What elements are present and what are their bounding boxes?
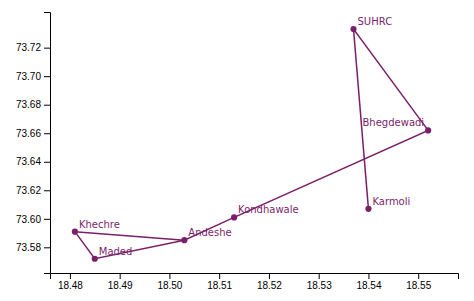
x-axis: 18.48 18.49 18.50 18.51 18.52 18.53 18.54 18.55 (51, 273, 459, 291)
tick-label: 73.68 (16, 99, 41, 110)
tick-mark (44, 219, 50, 220)
tick: 73.64 (16, 156, 50, 167)
tick: 73.68 (16, 99, 50, 110)
tick: 18.53 (307, 273, 332, 291)
tick-label: 18.55 (406, 280, 431, 291)
tick-label: 73.70 (16, 71, 41, 82)
tick: 18.50 (157, 273, 182, 291)
tick-label: 18.51 (207, 280, 232, 291)
tick-label: 18.54 (356, 280, 381, 291)
tick-mark (44, 48, 50, 49)
point-labels: Khechre Maded Andeshe Kondhawale SUHRC Karmol… (79, 16, 424, 257)
route-line (75, 29, 428, 259)
tick: 73.62 (16, 185, 50, 196)
point (92, 256, 98, 262)
tick-mark (44, 247, 50, 248)
tick-label: 73.72 (16, 42, 41, 53)
tick-mark (70, 273, 71, 279)
marks (72, 26, 431, 262)
tick-mark (368, 273, 369, 279)
tick-label: 73.60 (16, 214, 41, 225)
tick-mark (44, 133, 50, 134)
point (350, 26, 356, 32)
tick-label: 18.48 (58, 280, 83, 291)
tick: 18.55 (406, 273, 431, 291)
tick-mark (44, 190, 50, 191)
point (365, 206, 371, 212)
tick-mark (44, 76, 50, 77)
tick-label: 73.64 (16, 156, 41, 167)
point-label: SUHRC (358, 16, 393, 27)
tick: 73.70 (16, 71, 50, 82)
tick: 73.66 (16, 128, 50, 139)
tick-mark (319, 273, 320, 279)
axis-line (44, 13, 51, 274)
tick-mark (269, 273, 270, 279)
tick: 18.54 (356, 273, 381, 291)
tick-label: 73.58 (16, 242, 41, 253)
plot: 18.48 18.49 18.50 18.51 18.52 18.53 18.54 18.55… (16, 13, 459, 292)
point-label: Khechre (79, 219, 120, 230)
tick: 18.48 (58, 273, 83, 291)
tick-label: 18.50 (157, 280, 182, 291)
tick: 18.52 (257, 273, 282, 291)
point-label: Bhegdewadi (363, 117, 425, 128)
tick-mark (44, 105, 50, 106)
tick: 73.58 (16, 242, 50, 253)
tick-label: 18.49 (108, 280, 133, 291)
tick-mark (169, 273, 170, 279)
axis-line (51, 274, 459, 280)
tick: 73.72 (16, 42, 50, 53)
point-label: Kondhawale (238, 204, 299, 215)
tick-label: 18.52 (257, 280, 282, 291)
chart: 18.48 18.49 18.50 18.51 18.52 18.53 18.54 18.55… (0, 0, 474, 301)
tick-mark (120, 273, 121, 279)
point-label: Andeshe (188, 227, 231, 238)
tick-mark (219, 273, 220, 279)
point-label: Maded (99, 246, 133, 257)
point (72, 229, 78, 235)
point (425, 127, 431, 133)
tick-label: 73.66 (16, 128, 41, 139)
tick-mark (44, 162, 50, 163)
tick-mark (418, 273, 419, 279)
point (181, 237, 187, 243)
tick: 18.49 (108, 273, 133, 291)
tick-label: 73.62 (16, 185, 41, 196)
y-axis: 73.58 73.60 73.62 73.64 73.66 73.68 73.70 73.72 (16, 13, 51, 274)
point (231, 214, 237, 220)
point-label: Karmoli (372, 196, 410, 207)
tick-label: 18.53 (307, 280, 332, 291)
tick: 73.60 (16, 214, 50, 225)
tick: 18.51 (207, 273, 232, 291)
